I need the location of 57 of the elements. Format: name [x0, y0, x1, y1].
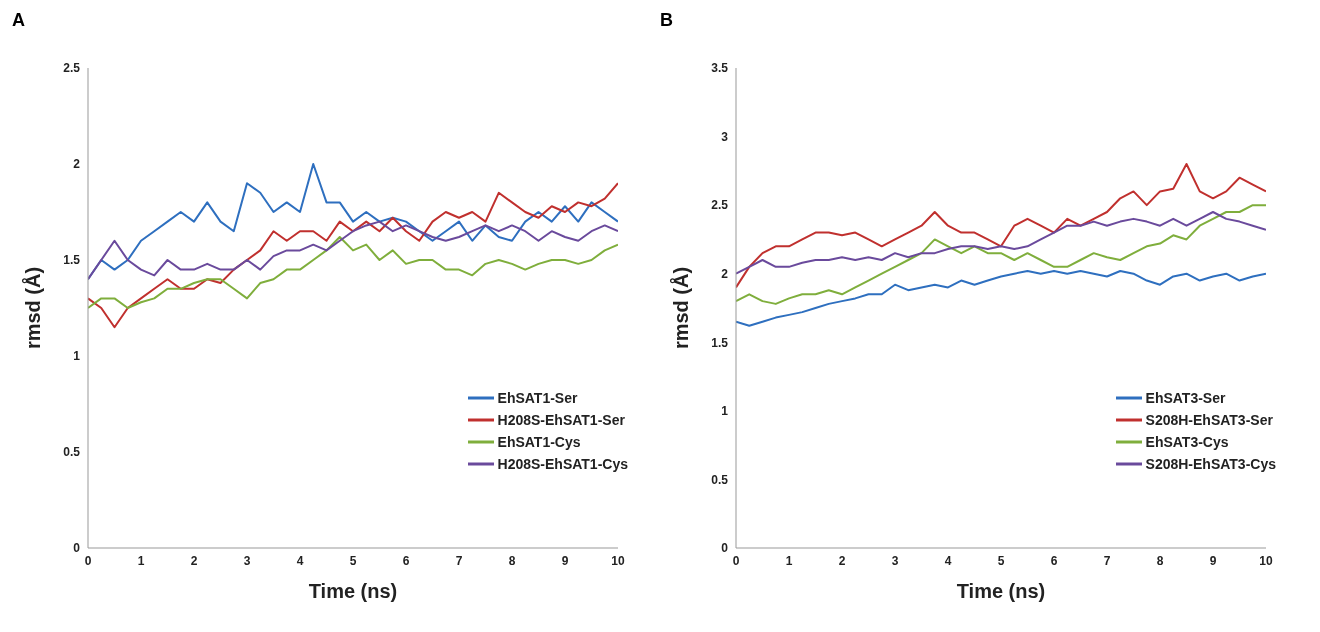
y-axis-title: rmsd (Å)	[669, 266, 693, 350]
y-axis-title: rmsd (Å)	[21, 266, 45, 350]
line-series	[736, 163, 1266, 289]
y-tick-label: 1.5	[711, 335, 729, 350]
y-tick-label: 0.5	[711, 472, 729, 487]
line-series	[88, 235, 618, 309]
x-tick-label: 10	[611, 553, 625, 568]
legend-label: H208S-EhSAT1-Ser	[497, 412, 625, 428]
y-tick-label: 0.5	[63, 445, 81, 460]
chart-title: A	[12, 10, 25, 31]
line-series	[88, 182, 618, 329]
x-tick-label: 7	[455, 553, 463, 568]
x-tick-label: 1	[785, 553, 793, 568]
x-tick-label: 8	[508, 553, 516, 568]
y-tick-label: 3.5	[711, 61, 729, 76]
x-tick-label: 6	[402, 553, 410, 568]
x-tick-label: 2	[190, 553, 198, 568]
legend-label: H208S-EhSAT1-Cys	[497, 456, 628, 472]
legend-label: EhSAT3-Cys	[1145, 434, 1229, 450]
legend-label: S208H-EhSAT3-Ser	[1145, 412, 1273, 428]
y-tick-label: 2.5	[63, 61, 81, 76]
y-tick-label: 1.5	[63, 253, 81, 268]
chart-title: B	[660, 10, 673, 31]
x-tick-label: 3	[891, 553, 899, 568]
line-series	[736, 211, 1266, 275]
x-tick-label: 10	[1259, 553, 1273, 568]
x-axis-title: Time (ns)	[956, 580, 1046, 602]
x-tick-label: 3	[243, 553, 251, 568]
x-tick-label: 8	[1156, 553, 1164, 568]
y-tick-label: 0	[721, 541, 729, 556]
x-tick-label: 2	[838, 553, 846, 568]
line-series	[736, 204, 1266, 305]
x-tick-label: 0	[732, 553, 740, 568]
y-tick-label: 1	[721, 404, 729, 419]
x-tick-label: 1	[137, 553, 145, 568]
x-tick-label: 6	[1050, 553, 1058, 568]
x-tick-label: 4	[944, 553, 952, 568]
legend-label: EhSAT3-Ser	[1145, 390, 1226, 406]
y-tick-label: 2.5	[711, 198, 729, 213]
y-tick-label: 2	[73, 157, 81, 172]
x-tick-label: 9	[1209, 553, 1217, 568]
y-tick-label: 0	[73, 541, 81, 556]
line-series	[736, 269, 1266, 327]
x-tick-label: 5	[349, 553, 357, 568]
y-tick-label: 2	[721, 266, 729, 281]
x-tick-label: 0	[84, 553, 92, 568]
legend-label: EhSAT1-Cys	[497, 434, 581, 450]
x-tick-label: 4	[296, 553, 304, 568]
x-tick-label: 9	[561, 553, 569, 568]
x-tick-label: 7	[1103, 553, 1111, 568]
x-axis-title: Time (ns)	[308, 580, 398, 602]
y-tick-label: 1	[73, 349, 81, 364]
legend-label: S208H-EhSAT3-Cys	[1145, 456, 1276, 472]
x-tick-label: 5	[997, 553, 1005, 568]
line-series	[88, 220, 618, 281]
legend-label: EhSAT1-Ser	[497, 390, 578, 406]
y-tick-label: 3	[721, 129, 729, 144]
